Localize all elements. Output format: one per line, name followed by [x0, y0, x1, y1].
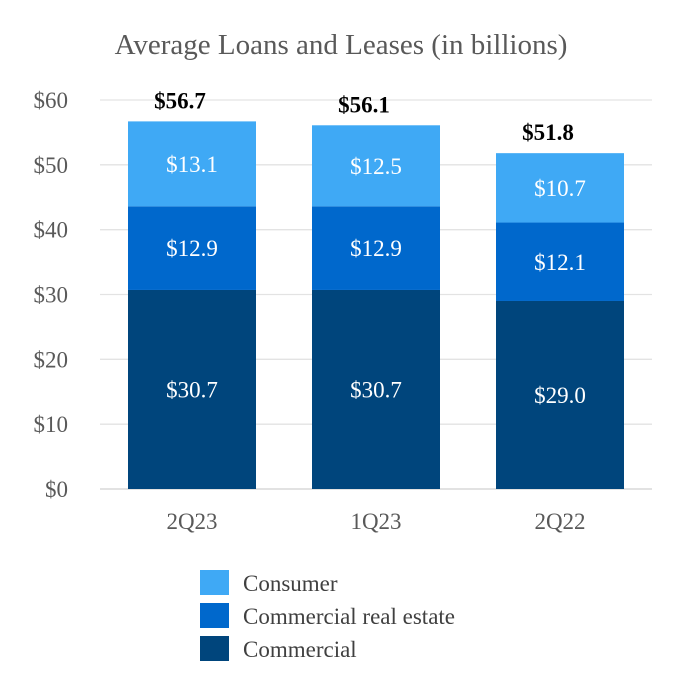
y-tick-label: $20: [34, 347, 69, 372]
bar-group-2q22: $29.0 $12.1 $10.7 $51.8: [496, 120, 624, 489]
data-label: $13.1: [166, 152, 218, 177]
data-label: $12.1: [534, 250, 586, 275]
x-category-label: 1Q23: [350, 509, 401, 534]
y-tick-label: $60: [34, 88, 69, 113]
x-category-label: 2Q22: [534, 509, 585, 534]
data-label: $29.0: [534, 383, 586, 408]
data-label: $10.7: [534, 176, 586, 201]
bar-segment-consumer: [496, 153, 624, 223]
bar-segment-commercial-real-estate: [128, 206, 256, 290]
bar-segment-consumer: [128, 121, 256, 207]
legend-swatch: [200, 636, 229, 661]
y-tick-label: $50: [34, 153, 69, 178]
legend-item-consumer: Consumer: [200, 570, 338, 596]
data-label: $30.7: [350, 377, 402, 402]
bar-group-2q23: $30.7 $12.9 $13.1 $56.7: [128, 88, 256, 489]
total-label: $51.8: [522, 120, 574, 145]
data-label: $12.5: [350, 154, 402, 179]
y-tick-label: $40: [34, 218, 69, 243]
legend-item-commercial-real-estate: Commercial real estate: [200, 603, 455, 629]
bar-segment-consumer: [312, 125, 440, 207]
y-tick-label: $10: [34, 412, 69, 437]
bar-segment-commercial: [496, 300, 624, 489]
y-tick-label: $30: [34, 283, 69, 308]
y-axis-ticks: $0 $10 $20 $30 $40 $50 $60: [34, 88, 69, 502]
bar-group-1q23: $30.7 $12.9 $12.5 $56.1: [312, 92, 440, 489]
bar-segment-commercial-real-estate: [312, 206, 440, 290]
bar-segment-commercial-real-estate: [496, 222, 624, 301]
x-category-label: 2Q23: [166, 509, 217, 534]
legend-swatch: [200, 570, 229, 595]
legend-swatch: [200, 603, 229, 628]
bar-segment-commercial: [312, 289, 440, 489]
data-label: $12.9: [350, 236, 402, 261]
legend: Consumer Commercial real estate Commercial: [200, 570, 455, 662]
chart-title: Average Loans and Leases (in billions): [115, 29, 568, 61]
legend-label: Commercial real estate: [243, 604, 455, 629]
total-label: $56.7: [154, 88, 206, 113]
total-label: $56.1: [338, 92, 390, 117]
bar-segment-commercial: [128, 289, 256, 489]
data-label: $12.9: [166, 236, 218, 261]
legend-item-commercial: Commercial: [200, 636, 357, 662]
legend-label: Consumer: [243, 571, 338, 596]
y-tick-label: $0: [45, 477, 68, 502]
legend-label: Commercial: [243, 637, 357, 662]
x-axis-categories: 2Q23 1Q23 2Q22: [166, 509, 585, 534]
data-label: $30.7: [166, 377, 218, 402]
bars: $30.7 $12.9 $13.1 $56.7 $30.7 $12.9 $12.5 $56.1…: [128, 88, 624, 489]
